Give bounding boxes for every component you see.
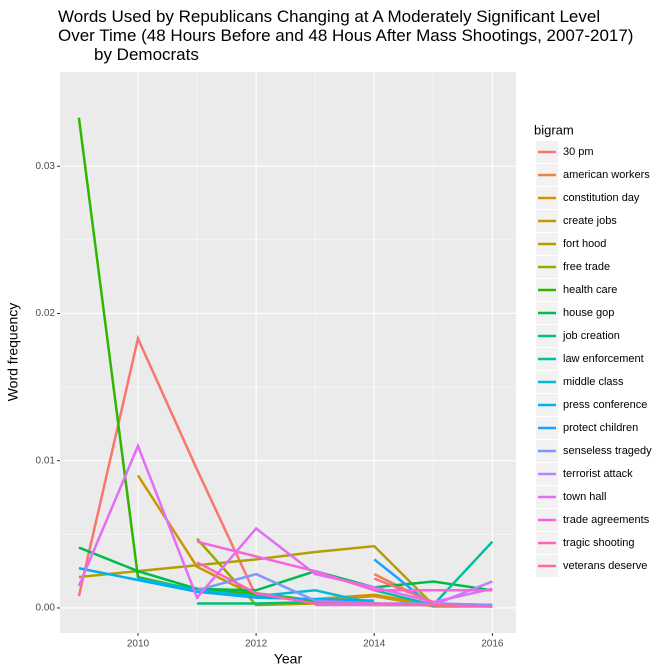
legend-label: constitution day [563,192,640,204]
legend-label: fort hood [563,238,606,250]
series-line [77,442,493,604]
legend-label: senseless tragedy [563,445,652,457]
series-line [78,546,493,592]
legend-label: free trade [563,261,610,273]
legend-label: veterans deserve [563,560,647,572]
y-axis-label: Word frequency [5,303,21,402]
legend-label: job creation [562,330,620,342]
x-axis-label: Year [274,651,303,667]
series-line [77,334,258,597]
series-line [373,577,434,604]
legend-label: house gop [563,307,614,319]
plot-panel [60,72,516,633]
x-tick-label: 2016 [481,639,504,650]
legend-label: law enforcement [563,353,644,365]
chart-title: Over Time (48 Hours Before and 48 Hous A… [58,26,633,45]
legend-label: american workers [563,169,650,181]
chart-title: by Democrats [94,45,199,64]
legend-label: tragic shooting [563,537,635,549]
y-tick-label: 0.00 [36,603,56,614]
y-tick-label: 0.02 [36,308,56,319]
y-tick-label: 0.03 [36,161,56,172]
legend-label: protect children [563,422,638,434]
legend-label: trade agreements [563,514,650,526]
x-tick-label: 2012 [245,639,268,650]
x-tick-label: 2014 [363,639,386,650]
legend-label: 30 pm [563,146,594,158]
legend-label: create jobs [563,215,617,227]
series-line [196,540,493,592]
series-line [196,572,493,607]
series-line [137,577,375,605]
y-tick-label: 0.01 [36,455,56,466]
legend-label: town hall [563,491,606,503]
chart-title: Words Used by Republicans Changing at A … [58,7,600,26]
series-line [196,561,493,608]
legend-label: press conference [563,399,647,411]
legend-title: bigram [534,122,574,137]
legend-label: middle class [563,376,624,388]
legend-label: health care [563,284,617,296]
series-line [78,566,375,602]
x-tick-label: 2010 [127,639,150,650]
legend-label: terrorist attack [563,468,633,480]
series-line [78,544,493,608]
